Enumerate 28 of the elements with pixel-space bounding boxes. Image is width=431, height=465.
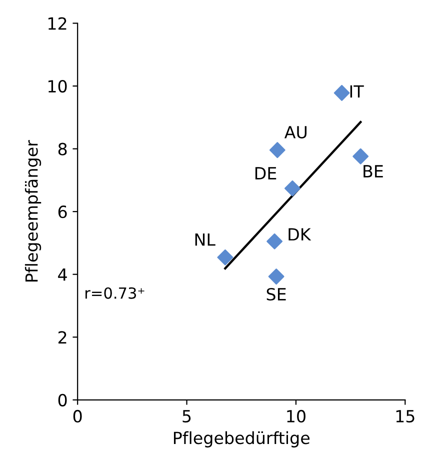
x-axis-title: Pflegebedürftige [174, 431, 310, 448]
annotation: NL [195, 233, 216, 246]
annotation: IT [350, 85, 364, 98]
x-tick-label: 5 [182, 410, 191, 423]
y-tick-label: 10 [48, 80, 67, 93]
y-tick-label: 6 [58, 206, 67, 218]
annotation: BE [364, 165, 383, 178]
point [269, 142, 286, 158]
x-tick-label: 0 [73, 410, 82, 423]
annotation: DK [288, 228, 312, 240]
annotation: DE [255, 167, 276, 180]
point [217, 249, 234, 266]
y-tick-label: 12 [48, 17, 66, 30]
x-tick-label: 10 [287, 410, 306, 423]
point [352, 148, 369, 164]
annotation: r=0.73⁺ [86, 287, 144, 299]
x-tick-label: 15 [396, 410, 414, 423]
y-tick-label: 2 [58, 331, 66, 344]
point [268, 268, 284, 285]
point [266, 233, 283, 250]
annotation: SE [266, 288, 286, 301]
y-tick-label: 4 [58, 268, 67, 281]
y-tick-label: 0 [58, 394, 67, 406]
annotation: AU [284, 126, 306, 138]
y-tick-label: 8 [58, 142, 67, 156]
point [284, 180, 300, 196]
y-axis-title: Pflegeempfänger [24, 140, 42, 282]
point [334, 84, 350, 101]
